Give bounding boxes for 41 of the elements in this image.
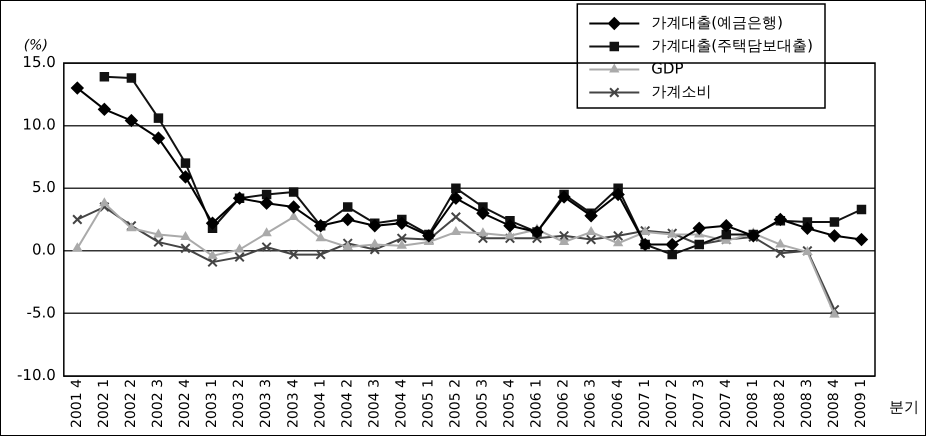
x-tick-label: 2002 1 [96, 379, 112, 428]
x-tick-label: 2002 3 [150, 379, 166, 428]
legend-label: 가계대출(주택담보대출) [651, 36, 814, 54]
x-tick-label: 2007 1 [636, 379, 653, 428]
x-tick-label: 2008 2 [772, 379, 788, 428]
x-axis-title: 분기 [889, 398, 919, 416]
y-tick-label: 10.0 [22, 115, 56, 134]
x-tick-label: 2001 4 [68, 378, 85, 428]
legend-label: 가계대출(예금은행) [651, 13, 784, 32]
x-tick-label: 2006 3 [582, 379, 599, 428]
legend-label: 가계소비 [651, 82, 712, 100]
x-tick-label: 2004 1 [312, 379, 328, 428]
x-tick-label: 2008 1 [744, 379, 761, 428]
x-tick-label: 2006 2 [556, 379, 572, 428]
x-tick-label: 2003 3 [258, 379, 274, 428]
x-tick-label: 2005 1 [420, 379, 436, 428]
x-tick-label: 2007 4 [718, 378, 734, 428]
x-tick-label: 2007 3 [690, 379, 707, 428]
y-tick-label: -5.0 [26, 303, 56, 322]
x-tick-label: 2009 1 [853, 379, 870, 428]
x-tick-label: 2007 2 [664, 379, 680, 428]
x-tick-label: 2002 2 [123, 379, 140, 428]
x-tick-label: 2002 4 [177, 378, 194, 428]
x-tick-label: 2005 4 [502, 378, 518, 428]
x-tick-label: 2006 4 [610, 378, 626, 428]
y-tick-label: 15.0 [22, 52, 56, 71]
x-tick-label: 2005 3 [474, 379, 491, 428]
x-tick-label: 2004 4 [393, 378, 410, 428]
y-tick-label: -10.0 [17, 366, 56, 384]
x-tick-label: 2008 4 [826, 378, 842, 428]
x-tick-label: 2005 2 [448, 379, 464, 428]
x-tick-label: 2003 4 [285, 378, 302, 428]
x-tick-label: 2006 1 [528, 379, 545, 428]
x-tick-label: 2003 1 [204, 379, 220, 428]
x-tick-label: 2008 3 [799, 379, 816, 428]
y-tick-label: 0.0 [32, 240, 56, 259]
y-tick-label: 5.0 [32, 178, 56, 196]
x-tick-label: 2003 2 [231, 379, 248, 428]
x-tick-label: 2004 3 [366, 379, 382, 428]
x-tick-label: 2004 2 [339, 379, 356, 428]
y-axis-title: (%) [24, 38, 48, 54]
